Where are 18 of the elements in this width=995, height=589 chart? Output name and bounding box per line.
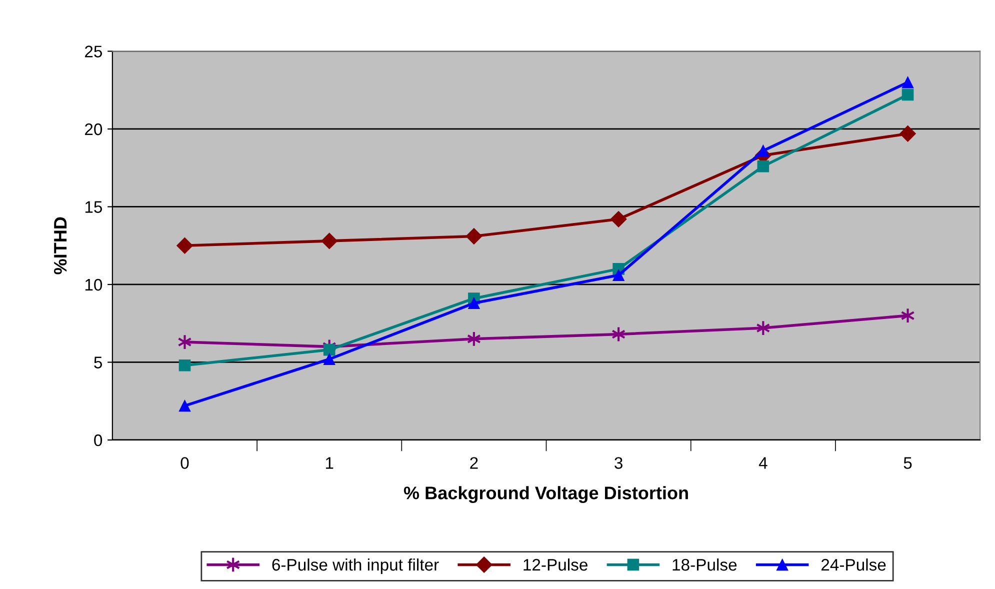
x-tick-label: 3: [614, 457, 622, 469]
legend-label: 6-Pulse with input filter: [272, 558, 439, 574]
x-tick-label: 5: [904, 457, 912, 469]
x-tick-label: 4: [758, 457, 768, 469]
y-axis-title: %ITHD: [54, 217, 67, 274]
x-tick-label: 2: [470, 457, 478, 469]
x-tick-label: 0: [180, 457, 189, 469]
y-tick-label: 15: [85, 201, 102, 213]
legend-label: 18-Pulse: [672, 558, 737, 571]
x-tick-label: 1: [326, 457, 334, 469]
y-tick-label: 20: [85, 123, 102, 136]
legend-label: 12-Pulse: [524, 558, 588, 571]
legend-label: 24-Pulse: [821, 558, 886, 571]
y-tick-label: 10: [85, 278, 102, 291]
y-tick-label: 25: [85, 46, 102, 58]
y-tick-label: 5: [94, 356, 102, 368]
y-tick-label: 0: [94, 434, 102, 446]
x-axis-title: % Background Voltage Distortion: [404, 486, 688, 503]
